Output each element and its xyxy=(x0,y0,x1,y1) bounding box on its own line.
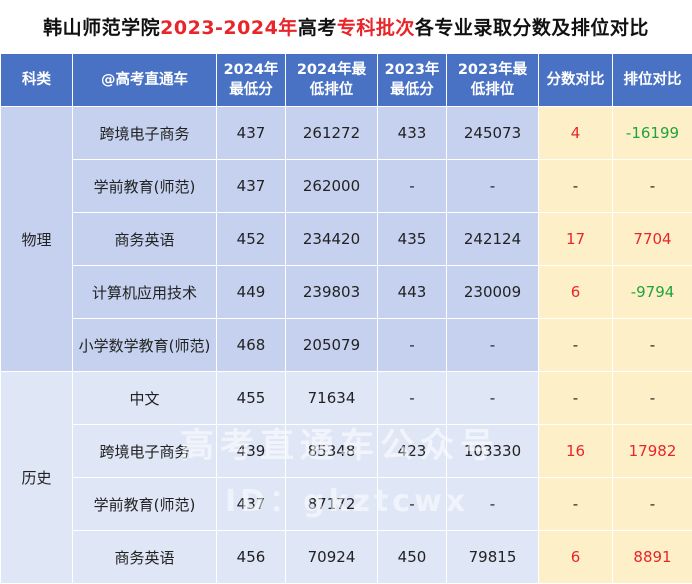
cell-score-2023: 450 xyxy=(377,530,447,584)
cell-score-2023: 443 xyxy=(377,265,447,319)
cell-rank-2024: 234420 xyxy=(285,212,378,266)
header-rank-compare: 排位对比 xyxy=(612,53,692,107)
cell-rank-compare: -9794 xyxy=(612,265,692,319)
cell-score-2023: 423 xyxy=(377,424,447,478)
cell-rank-2024: 85348 xyxy=(285,424,378,478)
cell-score-2024: 468 xyxy=(216,318,286,372)
cell-score-2024: 439 xyxy=(216,424,286,478)
title-exam: 高考 xyxy=(297,16,337,39)
header-rank-2023: 2023年最 低排位 xyxy=(446,53,539,107)
header-score-2024: 2024年 最低分 xyxy=(216,53,286,107)
cell-major: 学前教育(师范) xyxy=(72,477,217,531)
cell-rank-compare: - xyxy=(612,318,692,372)
cell-rank-2024: 205079 xyxy=(285,318,378,372)
cell-rank-2023: - xyxy=(446,318,539,372)
cell-rank-2023: 245073 xyxy=(446,106,539,160)
cell-score-compare: 16 xyxy=(538,424,613,478)
cell-score-2024: 437 xyxy=(216,106,286,160)
cell-rank-2023: 103330 xyxy=(446,424,539,478)
title-suffix: 各专业录取分数及排位对比 xyxy=(414,16,649,39)
cell-score-2024: 452 xyxy=(216,212,286,266)
admission-table: 科类 @高考直通车 2024年 最低分 2024年最 低排位 2023年 最低分 20… xyxy=(0,53,692,584)
cell-rank-2023: - xyxy=(446,371,539,425)
table-row: 小学数学教育(师范) 468 205079- - - - xyxy=(1,318,692,372)
title-years: 2023-2024年 xyxy=(160,16,298,39)
table-row: 学前教育(师范) 437 262000- - - - xyxy=(1,159,692,213)
title-batch: 专科批次 xyxy=(336,16,415,39)
cell-rank-compare: - xyxy=(612,477,692,531)
cell-score-compare: - xyxy=(538,159,613,213)
cell-score-2023: 435 xyxy=(377,212,447,266)
header-score-2023: 2023年 最低分 xyxy=(377,53,447,107)
cell-score-2023: - xyxy=(377,477,447,531)
cell-rank-2023: - xyxy=(446,477,539,531)
cell-score-2024: 456 xyxy=(216,530,286,584)
header-subject: 科类 xyxy=(0,53,73,107)
table-row: 商务英语 452 234420 435 242124 17 7704 xyxy=(1,212,692,266)
cell-score-2023: 433 xyxy=(377,106,447,160)
page-title: 韩山师范学院 2023-2024年 高考 专科批次 各专业录取分数及排位对比 xyxy=(0,0,692,52)
cell-score-compare: - xyxy=(538,371,613,425)
cell-rank-2023: 230009 xyxy=(446,265,539,319)
table-row: 计算机应用技术 449 239803 443 230009 6 -9794 xyxy=(1,265,692,319)
table-row: 跨境电子商务 439 85348 423 103330 16 17982 xyxy=(1,424,692,478)
cell-major: 跨境电子商务 xyxy=(72,424,217,478)
title-school: 韩山师范学院 xyxy=(43,16,161,39)
table-header-row: 科类 @高考直通车 2024年 最低分 2024年最 低排位 2023年 最低分 20… xyxy=(0,53,692,107)
table-row: 物理 跨境电子商务 437 261272 433 245073 4 -16199 xyxy=(0,106,692,372)
cell-major: 商务英语 xyxy=(72,530,217,584)
cell-major: 小学数学教育(师范) xyxy=(72,318,217,372)
table-row: 商务英语 456 70924 450 79815 6 8891 xyxy=(1,530,692,584)
cell-score-2023: - xyxy=(377,371,447,425)
cell-score-compare: 6 xyxy=(538,530,613,584)
cell-score-compare: 17 xyxy=(538,212,613,266)
cell-score-compare: - xyxy=(538,318,613,372)
header-rank-2024: 2024年最 低排位 xyxy=(285,53,378,107)
cell-score-2024: 437 xyxy=(216,477,286,531)
cell-rank-2024: 71634 xyxy=(285,371,378,425)
cell-major: 跨境电子商务 xyxy=(72,106,217,160)
cell-major: 学前教育(师范) xyxy=(72,159,217,213)
group-physics: 物理 xyxy=(0,106,73,372)
cell-rank-2023: - xyxy=(446,159,539,213)
cell-major: 计算机应用技术 xyxy=(72,265,217,319)
header-major: @高考直通车 xyxy=(72,53,217,107)
cell-rank-compare: - xyxy=(612,159,692,213)
group-history: 历史 xyxy=(0,371,73,584)
cell-score-2024: 449 xyxy=(216,265,286,319)
cell-major: 中文 xyxy=(72,371,217,425)
cell-score-2024: 455 xyxy=(216,371,286,425)
cell-rank-2024: 262000 xyxy=(285,159,378,213)
cell-score-compare: 4 xyxy=(538,106,613,160)
table-row: 学前教育(师范) 437 87172- - - - xyxy=(1,477,692,531)
cell-rank-compare: 17982 xyxy=(612,424,692,478)
cell-rank-2024: 239803 xyxy=(285,265,378,319)
cell-rank-compare: 8891 xyxy=(612,530,692,584)
table-row: 历史 中文 455 71634- - - - xyxy=(0,371,692,584)
cell-score-compare: 6 xyxy=(538,265,613,319)
cell-score-2024: 437 xyxy=(216,159,286,213)
header-score-compare: 分数对比 xyxy=(538,53,613,107)
cell-rank-compare: - xyxy=(612,371,692,425)
cell-rank-2023: 242124 xyxy=(446,212,539,266)
cell-rank-compare: 7704 xyxy=(612,212,692,266)
cell-score-2023: - xyxy=(377,318,447,372)
cell-rank-2024: 261272 xyxy=(285,106,378,160)
cell-rank-2024: 70924 xyxy=(285,530,378,584)
cell-rank-2023: 79815 xyxy=(446,530,539,584)
cell-score-compare: - xyxy=(538,477,613,531)
cell-score-2023: - xyxy=(377,159,447,213)
cell-major: 商务英语 xyxy=(72,212,217,266)
cell-rank-compare: -16199 xyxy=(612,106,692,160)
cell-rank-2024: 87172 xyxy=(285,477,378,531)
